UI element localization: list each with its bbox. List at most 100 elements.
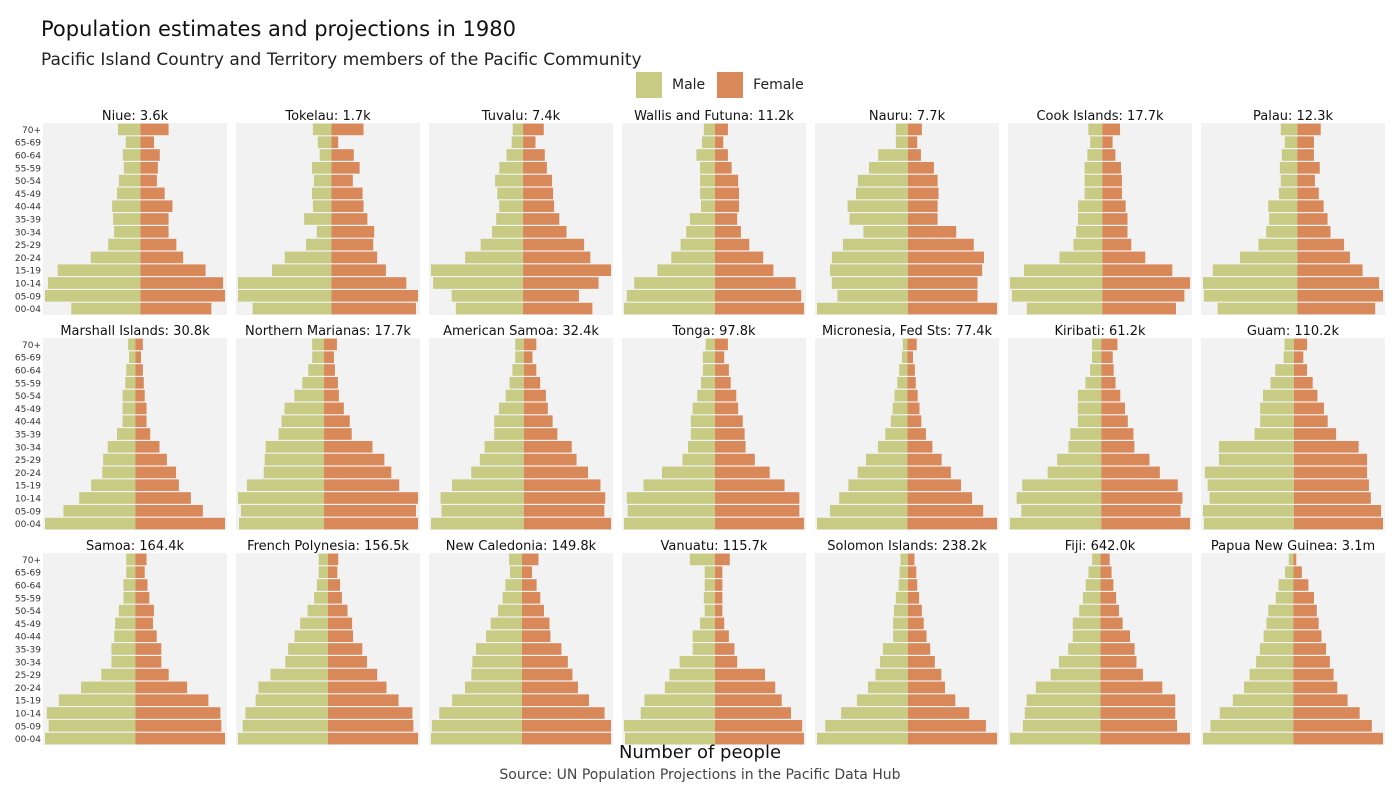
female-bar: [135, 453, 167, 466]
male-bar: [471, 668, 522, 681]
male-bar: [1016, 492, 1102, 504]
female-bar: [1293, 466, 1368, 479]
female-bar: [328, 617, 353, 630]
male-bar: [690, 415, 715, 427]
male-bar: [242, 720, 328, 732]
male-bar: [837, 290, 908, 302]
male-bar: [848, 479, 908, 491]
male-bar: [499, 162, 524, 174]
female-bar: [714, 200, 740, 212]
male-bar: [1077, 389, 1102, 402]
female-bar: [331, 277, 407, 289]
panel-title: Micronesia, Fed Sts: 77.4k: [822, 324, 993, 339]
male-bar: [643, 479, 715, 491]
age-tick-label: 60-64: [15, 367, 41, 377]
male-bar: [692, 402, 715, 415]
male-bar: [81, 681, 136, 694]
pyramid-panel: Palau: 12.3k: [1201, 109, 1385, 315]
age-tick-label: 65-69: [15, 139, 41, 149]
male-bar: [509, 553, 522, 566]
male-bar: [107, 441, 136, 453]
male-bar: [123, 592, 136, 604]
pyramid-panel: Fiji: 642.0k: [1008, 539, 1192, 745]
male-bar: [114, 226, 141, 238]
female-bar: [1100, 720, 1178, 732]
female-bar: [714, 630, 729, 642]
male-bar: [895, 136, 908, 148]
female-bar: [907, 466, 951, 479]
male-bar: [108, 238, 141, 251]
pyramid-panel: Papua New Guinea: 3.1m: [1201, 539, 1385, 745]
male-bar: [122, 415, 136, 427]
male-bar: [700, 187, 715, 200]
pyramid-panel: Solomon Islands: 238.2k: [815, 539, 999, 745]
panel-title: Tokelau: 1.7k: [284, 109, 371, 124]
male-bar: [281, 415, 325, 427]
panel-title: Northern Marianas: 17.7k: [245, 324, 411, 339]
female-bar: [523, 402, 548, 415]
male-bar: [1212, 264, 1298, 276]
female-bar: [135, 630, 157, 642]
male-bar: [1218, 441, 1294, 453]
male-bar: [1254, 428, 1294, 440]
female-bar: [521, 707, 605, 719]
female-bar: [714, 123, 728, 136]
male-bar: [1082, 592, 1101, 604]
female-bar: [907, 277, 978, 289]
male-bar: [1068, 643, 1101, 655]
male-bar: [1024, 707, 1101, 719]
female-bar: [907, 123, 922, 136]
female-bar: [331, 149, 354, 161]
female-bar: [907, 402, 920, 415]
male-bar: [495, 174, 524, 187]
male-bar: [865, 453, 908, 466]
female-bar: [523, 123, 544, 136]
male-bar: [1088, 566, 1101, 578]
male-bar: [45, 732, 136, 745]
female-bar: [1101, 505, 1181, 517]
female-bar: [714, 643, 735, 655]
male-bar: [1244, 681, 1294, 694]
female-bar: [907, 720, 986, 732]
male-bar: [703, 592, 715, 604]
female-bar: [135, 415, 147, 427]
female-bar: [1101, 377, 1116, 389]
female-bar: [907, 351, 913, 363]
female-bar: [907, 251, 985, 264]
male-bar: [464, 681, 522, 694]
male-bar: [679, 656, 715, 668]
male-bar: [1084, 174, 1103, 187]
male-bar: [1280, 174, 1298, 187]
age-tick-label: 25-29: [15, 456, 41, 466]
female-bar: [1297, 149, 1314, 161]
female-bar: [714, 364, 729, 376]
female-bar: [140, 302, 212, 315]
female-bar: [1293, 656, 1330, 668]
male-bar: [316, 579, 328, 591]
female-bar: [135, 389, 145, 402]
female-bar: [1102, 264, 1173, 276]
male-bar: [1079, 604, 1101, 617]
panel-title: Solomon Islands: 238.2k: [827, 539, 987, 554]
female-bar: [714, 681, 776, 694]
female-bar: [1297, 123, 1321, 136]
female-bar: [523, 517, 611, 530]
female-bar: [523, 302, 593, 315]
female-bar: [907, 732, 997, 745]
female-bar: [324, 453, 385, 466]
female-bar: [907, 290, 978, 302]
male-bar: [318, 566, 328, 578]
male-bar: [875, 668, 908, 681]
male-bar: [312, 200, 332, 212]
female-bar: [714, 553, 730, 566]
female-bar: [140, 264, 206, 276]
male-bar: [125, 136, 141, 148]
male-bar: [125, 377, 136, 389]
male-bar: [700, 174, 715, 187]
male-bar: [868, 681, 908, 694]
female-bar: [714, 402, 739, 415]
female-bar: [1293, 553, 1297, 566]
male-bar: [91, 479, 136, 491]
female-bar: [1100, 668, 1143, 681]
